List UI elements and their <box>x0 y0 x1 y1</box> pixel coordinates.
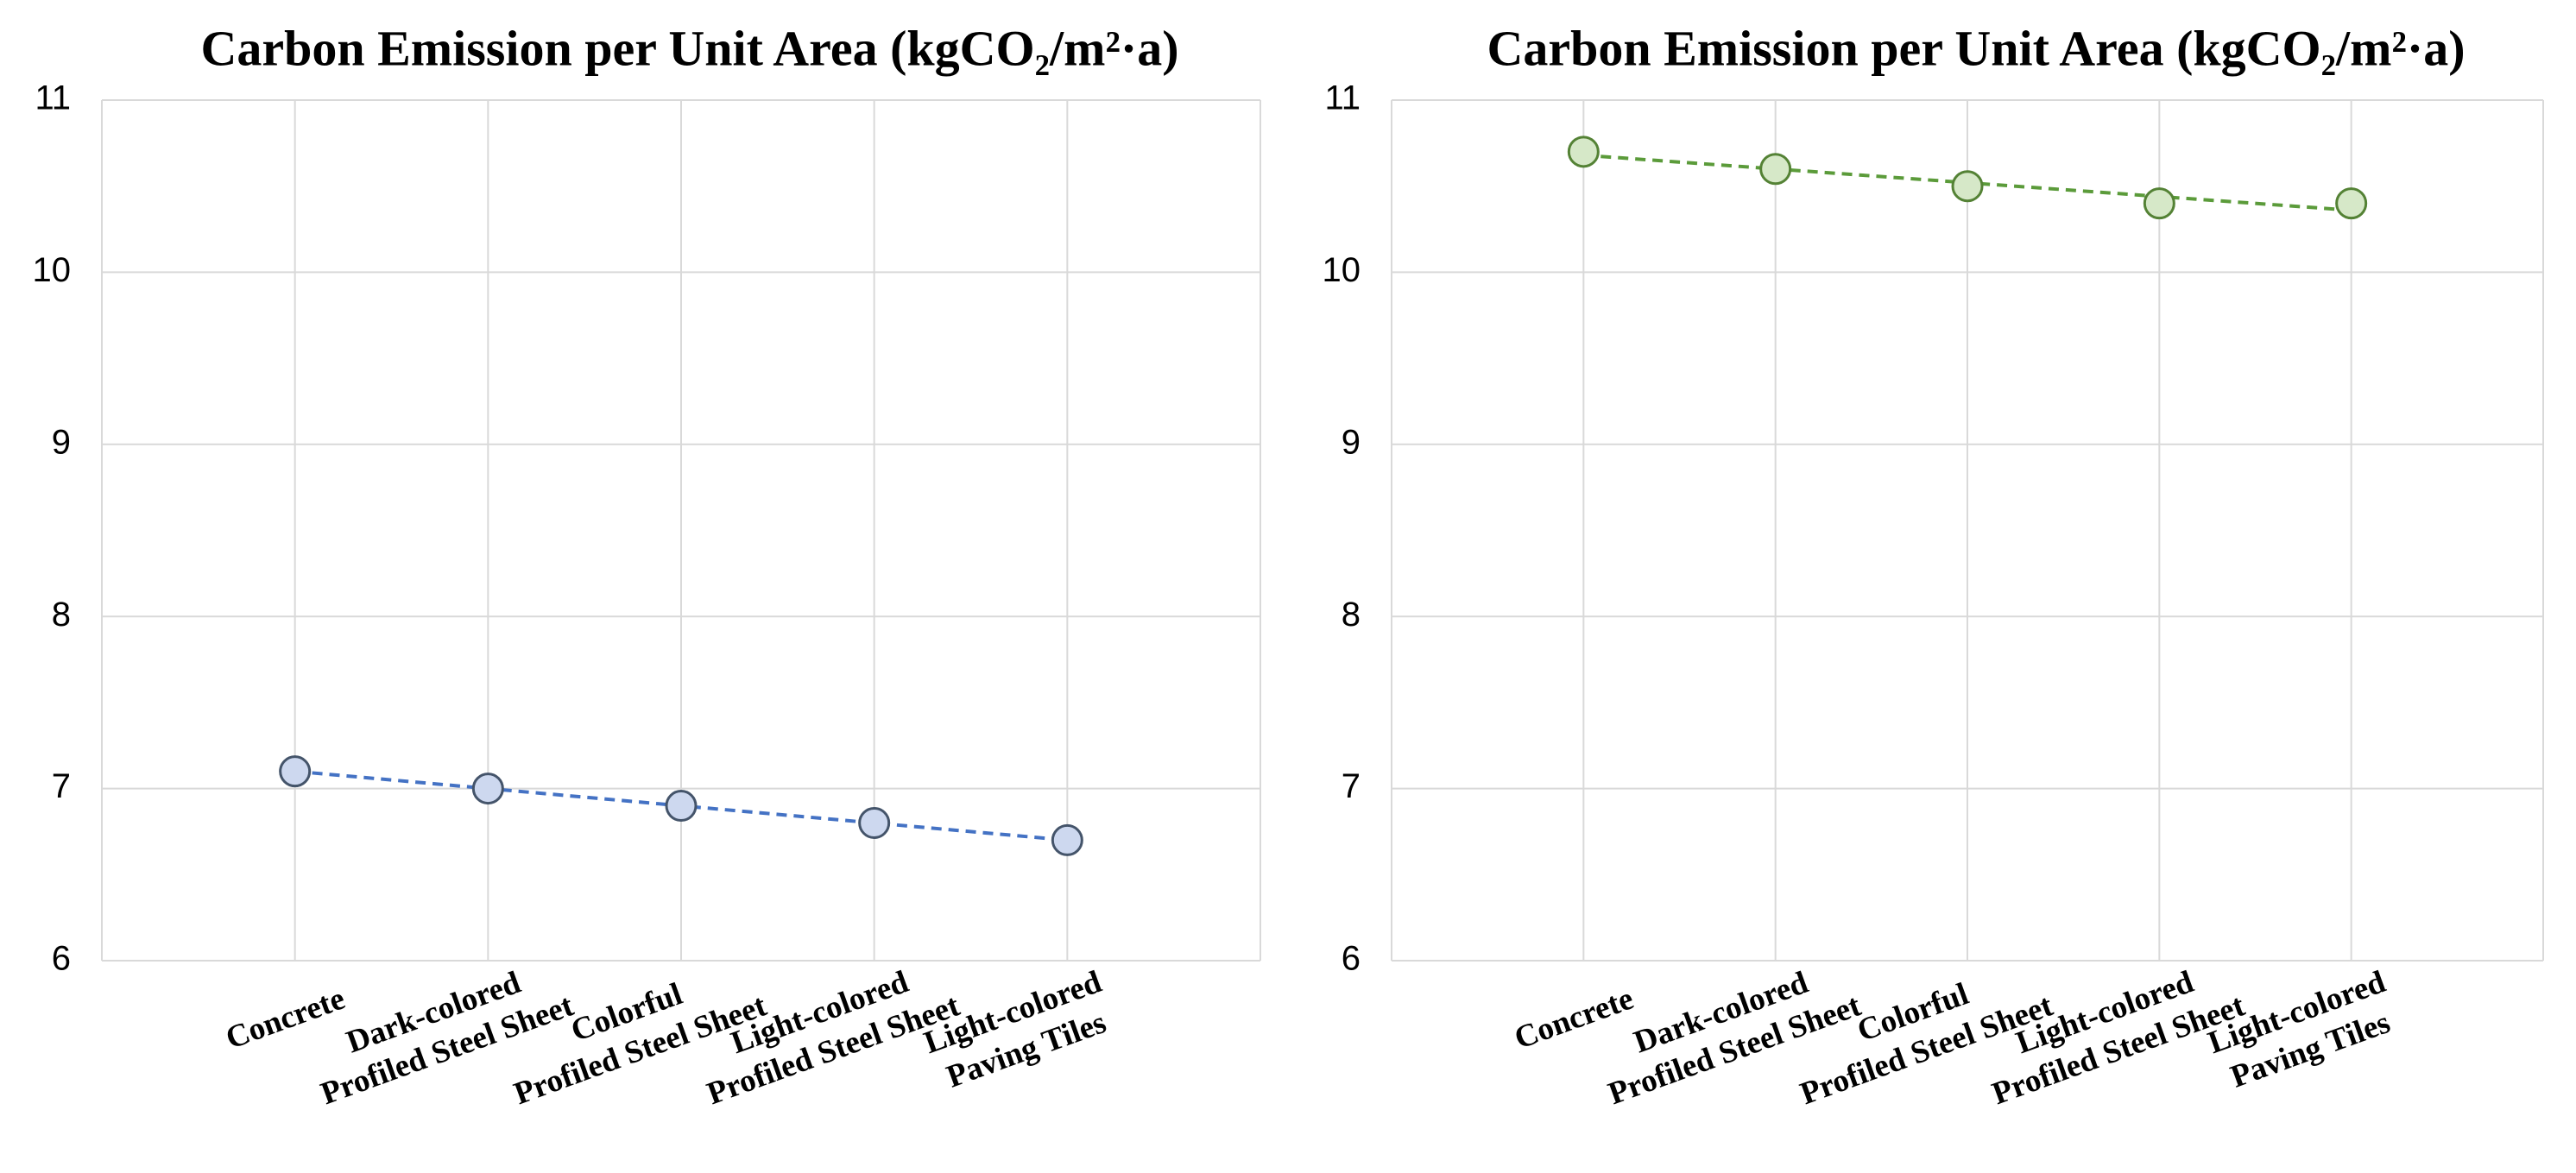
y-tick-label: 11 <box>35 79 71 117</box>
y-tick-label: 11 <box>1324 79 1361 117</box>
y-tick-label: 9 <box>52 423 71 461</box>
data-point <box>1051 823 1083 856</box>
data-point <box>1951 170 1984 203</box>
data-point <box>2143 187 2175 220</box>
y-tick-label: 8 <box>52 596 71 634</box>
y-tick-label: 8 <box>1342 596 1361 634</box>
chart-title: Carbon Emission per Unit Area (kgCO₂/m²·… <box>200 20 1178 76</box>
y-tick-label: 10 <box>33 251 72 289</box>
x-tick-label: Concrete <box>221 981 350 1056</box>
data-point <box>665 790 698 823</box>
y-tick-label: 7 <box>1342 767 1361 805</box>
y-tick-label: 10 <box>1323 251 1361 289</box>
y-tick-label: 6 <box>52 940 71 978</box>
y-tick-label: 9 <box>1342 423 1361 461</box>
data-point <box>279 755 312 788</box>
x-tick-label: Light-coloredPaving Tiles <box>919 964 1120 1098</box>
data-point <box>1567 136 1600 168</box>
data-point <box>2335 187 2368 220</box>
data-point <box>1759 153 1792 186</box>
data-point <box>858 806 891 839</box>
x-tick-label: Concrete <box>1510 981 1638 1056</box>
y-tick-label: 6 <box>1342 940 1361 978</box>
chart-title: Carbon Emission per Unit Area (kgCO₂/m²·… <box>1487 20 2465 76</box>
y-tick-label: 7 <box>52 767 71 805</box>
data-point <box>471 773 504 805</box>
x-tick-label: Light-coloredPaving Tiles <box>2204 964 2404 1098</box>
